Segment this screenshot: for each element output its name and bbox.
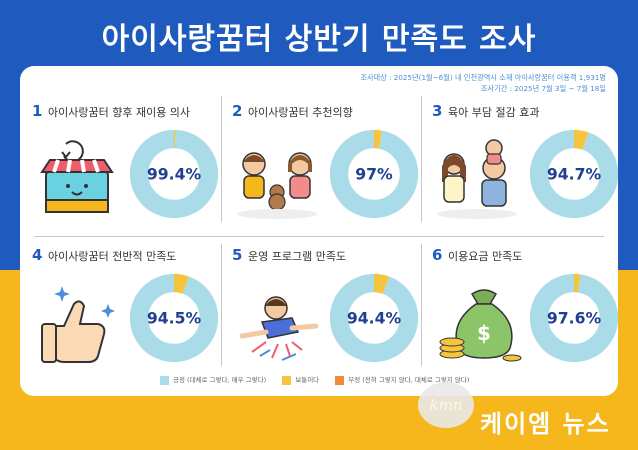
children-playing-icon xyxy=(237,152,317,219)
legend-swatch xyxy=(335,375,345,385)
donut-segment-positive xyxy=(329,273,419,363)
page-title: 아이사랑꿈터 상반기 만족도 조사 xyxy=(101,22,537,57)
donut-segment-positive xyxy=(329,129,419,219)
legend-label: 긍정 (대체로 그렇다, 매우 그렇다) xyxy=(173,376,267,384)
donut-chart: 97% xyxy=(329,129,419,219)
legend-item: 보통이다 xyxy=(282,374,319,385)
donut-segment-positive xyxy=(529,273,619,363)
divider xyxy=(421,244,422,366)
legend-item: 부정 (전혀 그렇지 않다, 대체로 그렇지 않다) xyxy=(335,374,469,385)
legend-item: 긍정 (대체로 그렇다, 매우 그렇다) xyxy=(160,374,266,385)
family-icon xyxy=(437,139,517,219)
panel-number: 5 xyxy=(232,246,243,264)
divider xyxy=(221,96,222,222)
watermark-site: korea media news xyxy=(490,383,610,398)
donut-value-label: 94.7% xyxy=(547,165,602,184)
survey-panel: 5 운영 프로그램 만족도 94.4% xyxy=(232,246,428,374)
survey-period: 조사기간 : 2025년 7월 3일 ~ 7월 18일 xyxy=(480,84,606,93)
panel-number: 4 xyxy=(32,246,43,264)
thumbs-up-icon xyxy=(41,286,115,363)
legend-swatch xyxy=(282,375,292,385)
legend-label: 보통이다 xyxy=(295,376,320,384)
donut-value-label: 99.4% xyxy=(147,165,202,184)
survey-panel: 4 아이사랑꿈터 전반적 만족도 94.5% xyxy=(32,246,228,374)
panel-title: 아이사랑꿈터 추천의향 xyxy=(248,106,353,119)
donut-chart: 94.4% xyxy=(329,273,419,363)
chart-legend: 긍정 (대체로 그렇다, 매우 그렇다) 보통이다 부정 (전혀 그렇지 않다,… xyxy=(160,374,483,385)
panel-number: 6 xyxy=(432,246,443,264)
panel-number: 3 xyxy=(432,102,443,120)
donut-value-label: 94.4% xyxy=(347,309,402,328)
survey-panel: 6 이용요금 만족도 $ 97.6% xyxy=(432,246,628,374)
watermark-name: 케이엠 뉴스 xyxy=(480,410,611,438)
divider xyxy=(34,236,604,237)
divider xyxy=(221,244,222,366)
panel-title: 이용요금 만족도 xyxy=(448,250,523,263)
survey-panel: 2 아이사랑꿈터 추천의향 97% xyxy=(232,102,428,230)
svg-text:$: $ xyxy=(477,321,491,345)
donut-value-label: 97.6% xyxy=(547,309,602,328)
donut-segment-positive xyxy=(129,129,219,219)
survey-target: 조사대상 : 2025년(1월~6월) 내 인천광역시 소재 아이사랑꿈터 이용… xyxy=(360,73,606,82)
panel-title: 운영 프로그램 만족도 xyxy=(248,250,347,263)
money-bag-icon: $ xyxy=(439,289,522,362)
watermark-logo: kmn xyxy=(418,382,474,428)
donut-chart: 94.7% xyxy=(529,129,619,219)
panel-title: 아이사랑꿈터 향후 재이용 의사 xyxy=(48,106,191,119)
donut-segment-positive xyxy=(129,273,219,363)
divider xyxy=(421,96,422,222)
donut-value-label: 97% xyxy=(355,165,393,184)
donut-chart: 99.4% xyxy=(129,129,219,219)
survey-panel: 3 육아 부담 절감 효과 94.7% xyxy=(432,102,628,230)
legend-swatch xyxy=(160,375,169,385)
survey-card: 조사대상 : 2025년(1월~6월) 내 인천광역시 소재 아이사랑꿈터 이용… xyxy=(20,66,619,396)
survey-info: 조사대상 : 2025년(1월~6월) 내 인천광역시 소재 아이사랑꿈터 이용… xyxy=(360,72,606,94)
panel-number: 2 xyxy=(232,102,243,120)
panel-number: 1 xyxy=(32,102,43,120)
panel-title: 육아 부담 절감 효과 xyxy=(448,106,540,119)
child-drawing-icon xyxy=(239,296,319,361)
panel-title: 아이사랑꿈터 전반적 만족도 xyxy=(48,250,177,263)
donut-chart: 94.5% xyxy=(129,273,219,363)
survey-panel: 1 아이사랑꿈터 향후 재이용 의사 99.4% xyxy=(32,102,228,230)
donut-chart: 97.6% xyxy=(529,273,619,363)
store-icon xyxy=(40,140,114,213)
donut-value-label: 94.5% xyxy=(147,309,202,328)
legend-label: 부정 (전혀 그렇지 않다, 대체로 그렇지 않다) xyxy=(348,376,470,384)
donut-segment-positive xyxy=(529,129,619,219)
